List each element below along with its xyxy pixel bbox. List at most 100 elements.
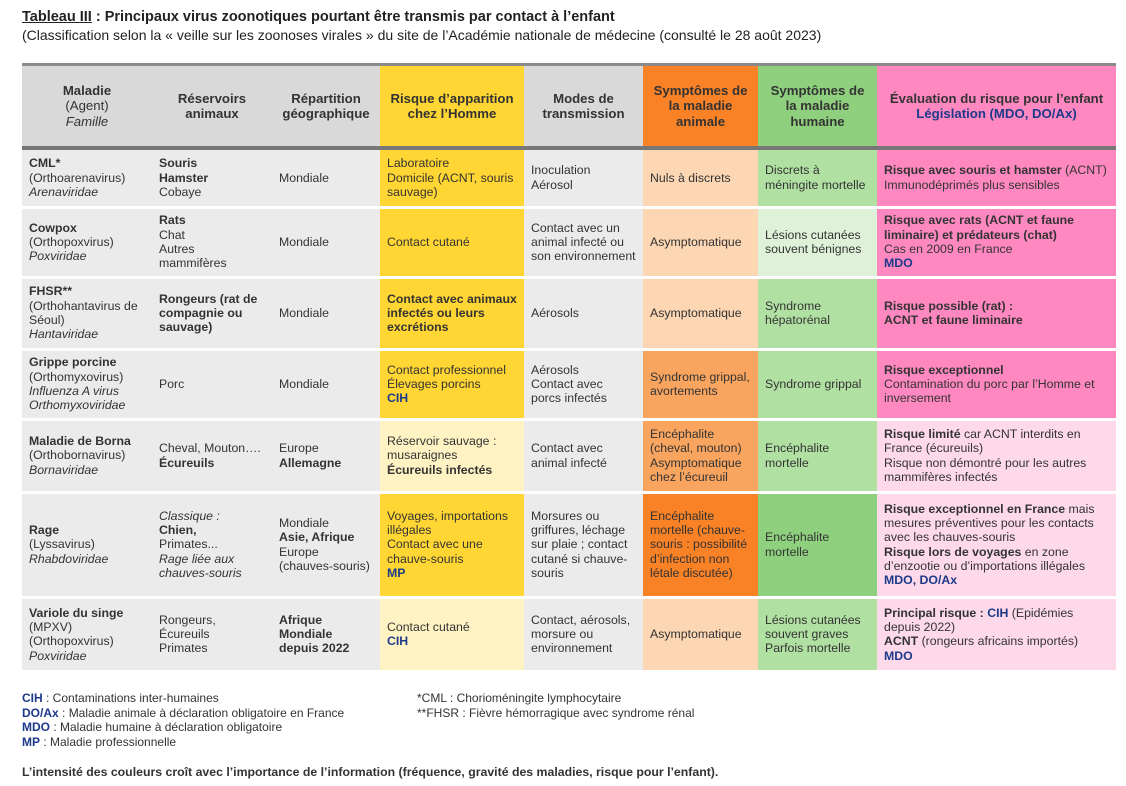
cell-line: Symptômes de la maladie animale [650,83,751,130]
cell-risque-homme: Contact professionnel Élevages porcins CIH [380,347,524,419]
cell-text: Écureuils infectés [387,462,493,477]
cell-text: Chien, [159,523,197,538]
cell-line: Porc [159,377,265,391]
cell-line: Maladie [29,83,145,99]
cell-line: (Orthopoxvirus) [29,634,145,648]
cell-text: Cheval, Mouton…. [159,441,261,456]
cell-transmission: Contact, aérosols, morsure ou environnem… [524,595,643,670]
cell-text: Grippe porcine [29,355,117,370]
cell-line: Famille [29,114,145,130]
cell-evaluation-risque: Principal risque : CIH (Epidémies depuis… [877,595,1116,670]
cell-symptomes-animal: Asymptomatique [643,275,758,349]
cell-text: Syndrome hépatorénal [765,298,830,327]
cell-symptomes-humain: Lésions cutanées souvent graves Parfois m… [758,595,877,670]
cell-text: Risque lors de voyages [884,544,1022,559]
cell-text: Poxviridae [29,249,87,264]
cell-repartition: Mondiale [272,275,380,349]
cell-line: CML* [29,156,145,170]
cell-symptomes-humain: Encéphalite mortelle [758,417,877,492]
cell-text: Orthomyxoviridae [29,398,126,413]
cell-line: Contact professionnel [387,363,517,377]
cell-symptomes-humain: Lésions cutanées souvent bénignes [758,205,877,277]
cell-line: Allemagne [279,456,373,470]
cell-text: Risque d’apparition chez l’Homme [390,90,514,122]
cell-text: MDO, DO/Ax [884,573,958,588]
cell-line: Mondiale [279,377,373,391]
cell-text: Souris [159,156,198,171]
cell-text: CIH [987,605,1009,620]
cell-line: Contact avec une chauve-souris [387,537,517,566]
cell-line: Asymptomatique [650,306,751,320]
cell-line: Influenza A virus [29,384,145,398]
cell-text: Risque exceptionnel [884,362,1004,377]
cell-line: Parfois mortelle [765,641,870,655]
cell-symptomes-animal: Encéphalite (cheval, mouton) Asymptomatiq… [643,417,758,492]
cell-text: Symptômes de la maladie animale [653,82,748,129]
legend-text: : Maladie humaine à déclaration obligato… [50,720,283,734]
cell-line: Rats [159,213,265,227]
column-header-reservoirs: Réservoirs animaux [152,63,272,150]
cell-line: Poxviridae [29,249,145,263]
cell-line: Immunodéprimés plus sensibles [884,178,1109,192]
cell-risque-homme: Réservoir sauvage : musaraignes Écureuils… [380,417,524,492]
cell-line: (Orthohantavirus de Séoul) [29,299,145,328]
column-header-repartition: Répartition géographique [272,63,380,150]
cell-text: Mondiale [279,515,329,530]
cell-evaluation-risque: Risque possible (rat) : ACNT et faune lim… [877,275,1116,349]
legend-abbr: MP [22,734,40,749]
cell-line: (MPXV) [29,620,145,634]
table-title: Tableau III : Principaux virus zoonotiqu… [22,9,615,25]
cell-line: Risque possible (rat) : [884,299,1109,313]
cell-line: Encéphalite mortelle (chauve-souris : po… [650,509,751,580]
cell-line: Risque exceptionnel [884,363,1109,377]
table-row: FHSR** (Orthohantavirus de Séoul) Hantavir… [22,275,1116,349]
footnote-item: *CML : Chorioméningite lymphocytaire [417,691,622,705]
cell-text: Asie, Afrique [279,530,355,545]
cell-line: Aérosols [531,363,636,377]
cell-line: Réservoir sauvage : musaraignes [387,434,517,463]
cell-maladie: Maladie de Borna (Orthobornavirus) Bornavi… [22,417,152,492]
cell-text: (ACNT) [1061,163,1107,178]
cell-line: Discrets à méningite mortelle [765,163,870,192]
cell-line: (Orthoarenavirus) [29,171,145,185]
cell-text: Répartition géographique [282,90,370,122]
cell-line: Contact avec animaux infectés ou leurs e… [387,292,517,335]
cell-text: FHSR** [29,284,73,299]
legend-text: : Maladie animale à déclaration obligato… [58,705,345,720]
cell-text: Écureuils [159,455,215,470]
cell-line: Maladie de Borna [29,434,145,448]
column-header-risque-homme: Risque d’apparition chez l’Homme [380,63,524,150]
cell-line: Syndrome grippal, avortements [650,370,751,399]
table-row: Grippe porcine (Orthomyxovirus) Influenza … [22,347,1116,419]
cell-transmission: Aérosols Contact avec porcs infectés [524,347,643,419]
cell-text: Écureuils [159,627,210,642]
cell-transmission: Aérosols [524,275,643,349]
cell-line: Variole du singe [29,606,145,620]
cell-line: Contact cutané [387,235,517,249]
cell-line: Bornaviridae [29,463,145,477]
cell-text: (Agent) [65,98,109,114]
cell-text: Rongeurs (rat de compagnie ou sauvage) [159,291,258,335]
cell-line: Symptômes de la maladie humaine [765,83,870,130]
cell-text: Évaluation du risque pour l’enfant [889,90,1104,106]
cell-text: depuis 2022 [279,641,350,656]
cell-text: Encéphalite (cheval, mouton) [650,426,742,456]
cell-text: Mondiale [279,627,333,642]
cell-text: Domicile (ACNT, souris sauvage) [387,170,514,199]
cell-maladie: CML* (Orthoarenavirus) Arenaviridae [22,146,152,207]
cell-line: Hantaviridae [29,327,145,341]
cell-text: (Orthoarenavirus) [29,170,126,185]
cell-line: Primates... [159,537,265,551]
cell-line: Réservoirs animaux [159,91,265,122]
cell-symptomes-animal: Asymptomatique [643,205,758,277]
cell-line: Aérosol [531,178,636,192]
cell-line: Rongeurs (rat de compagnie ou sauvage) [159,292,265,335]
cell-text: Laboratoire [387,156,450,171]
cell-text: Contact avec une chauve-souris [387,537,483,566]
cell-line: Contact cutané [387,620,517,634]
cell-text: Porc [159,376,185,391]
cell-line: ACNT (rongeurs africains importés) [884,634,1109,648]
cell-text: Contact avec animaux infectés ou leurs e… [387,291,517,335]
cell-line: Asymptomatique [650,627,751,641]
cell-text: Hantaviridae [29,327,99,342]
